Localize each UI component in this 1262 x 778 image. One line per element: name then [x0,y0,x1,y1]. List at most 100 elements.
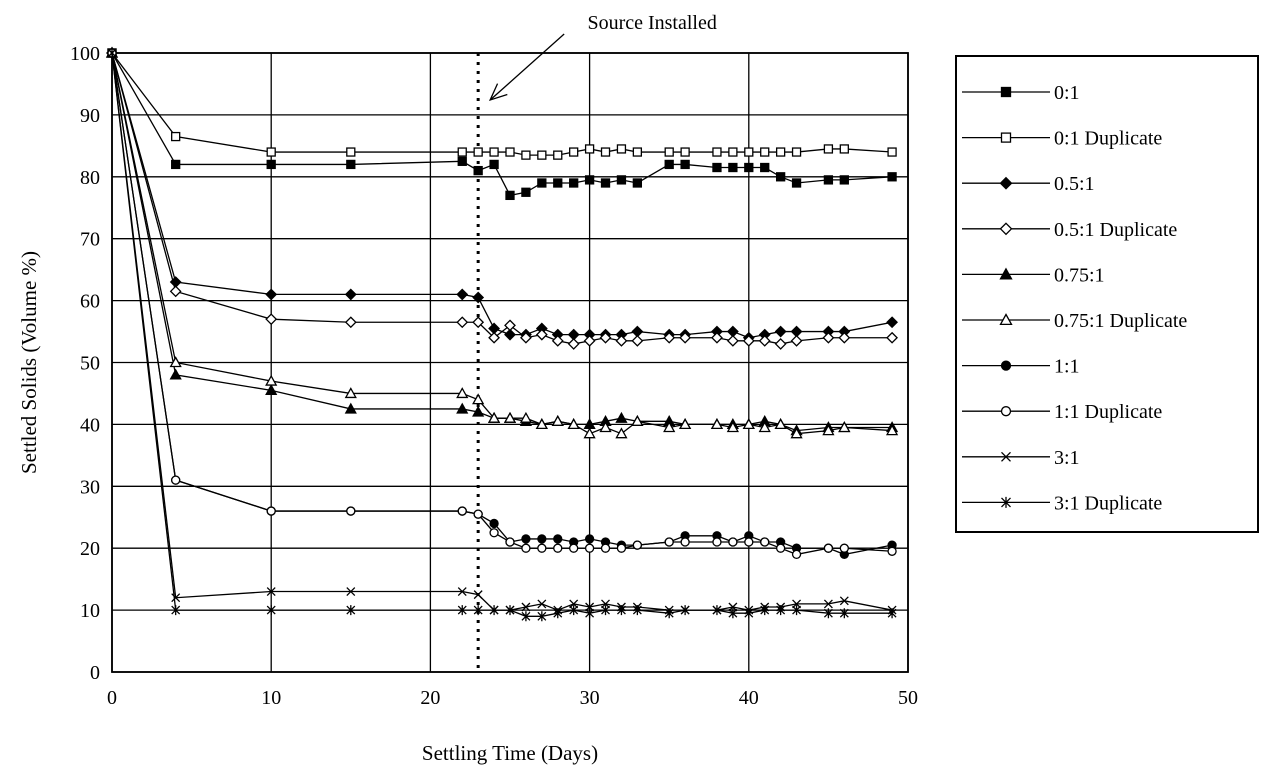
data-point [487,411,501,423]
data-point [775,147,786,157]
data-point [744,162,754,173]
data-point [774,338,787,350]
data-point [631,334,644,347]
data-point [616,543,627,553]
data-point [823,144,834,154]
data-point [790,334,803,347]
x-tick-label: 30 [580,687,600,709]
data-point [584,534,595,544]
data-point [616,144,627,154]
data-point [601,605,610,616]
data-point [456,316,469,329]
data-point [822,424,835,436]
data-point [616,605,626,616]
legend-marker [1001,496,1011,508]
data-point [758,421,771,433]
data-point [551,334,564,347]
data-point [632,605,642,616]
data-point [553,608,563,619]
data-point [632,540,643,550]
legend-marker [999,313,1013,326]
data-point [839,596,849,606]
data-point [583,334,596,347]
data-point [728,147,738,157]
data-point [663,331,676,344]
data-point [519,411,533,423]
data-point [679,418,692,430]
data-point [169,285,182,298]
series-3 [106,47,898,350]
data-point [839,175,849,185]
data-point [790,427,803,439]
data-point [886,331,898,344]
source-installed-marker: Source Installed [476,12,717,672]
data-point [457,506,467,516]
data-point [758,334,771,347]
data-point [520,331,532,344]
data-point [584,175,595,185]
data-point [569,178,579,188]
data-point [885,424,899,436]
series-line [111,52,893,156]
data-point [791,147,802,157]
series-line [111,52,893,432]
y-axis-title: Settled Solids (Volume %) [17,251,41,474]
data-point [473,590,483,600]
data-point [457,587,467,596]
series-6 [107,48,897,560]
data-point [584,543,595,553]
legend-label: 0:1 [1054,82,1080,104]
data-point [473,147,483,157]
y-tick-label: 40 [80,414,100,436]
data-point [728,608,738,619]
data-point [823,543,834,553]
legend-marker [999,176,1013,190]
data-point [537,611,547,622]
data-point [744,608,754,619]
data-point [266,506,276,516]
data-point [600,178,611,188]
data-point [726,334,739,347]
data-point [760,537,770,547]
data-point [839,543,849,553]
data-point [521,543,531,553]
data-point [886,316,898,329]
data-point [760,605,770,616]
data-point [265,374,278,386]
data-point [823,608,833,619]
data-point [169,356,182,368]
data-point [505,190,515,201]
data-point [521,602,531,612]
data-point [346,147,356,157]
annotation-label: Source Installed [587,12,716,34]
data-point [456,387,469,399]
annotation-arrow [489,33,565,101]
data-point [472,393,485,405]
annotation-arrowhead [488,83,508,102]
data-point [839,144,849,154]
data-point [344,288,357,301]
data-point [838,331,851,344]
data-point [887,172,897,182]
data-point [457,156,467,166]
series-1 [107,48,897,160]
data-point [742,418,755,430]
legend-marker [1001,451,1011,462]
data-point [473,509,483,519]
data-point [887,546,897,556]
data-point [488,331,500,344]
legend-marker [999,267,1013,280]
data-point [728,162,738,173]
y-tick-label: 80 [80,167,100,189]
legend-label: 0.75:1 Duplicate [1054,310,1187,332]
data-point [711,331,723,344]
data-point [505,147,515,157]
data-point [632,147,643,157]
y-tick-label: 60 [80,291,100,313]
data-point [838,421,851,433]
data-point [775,172,786,182]
data-point [584,144,595,154]
x-axis-title: Settling Time (Days) [422,741,598,765]
data-point [346,587,356,596]
data-point [171,605,181,616]
